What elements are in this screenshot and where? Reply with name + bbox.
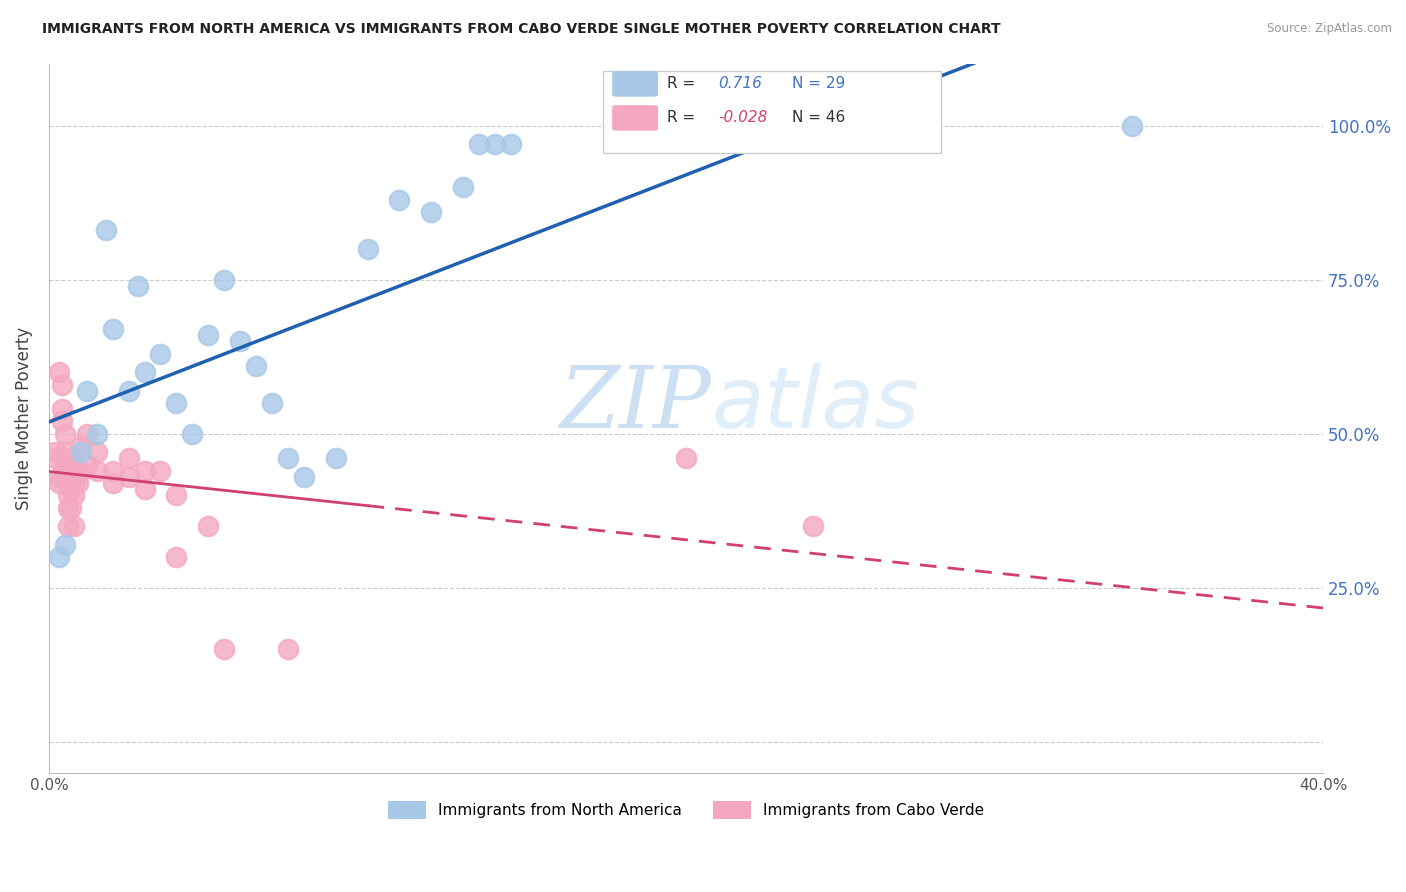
Point — [51, 415, 73, 429]
Point — [76, 426, 98, 441]
Point — [63, 519, 86, 533]
Point — [96, 223, 118, 237]
Point — [60, 483, 83, 497]
Point — [48, 476, 70, 491]
Point — [356, 242, 378, 256]
Legend: Immigrants from North America, Immigrants from Cabo Verde: Immigrants from North America, Immigrant… — [382, 795, 990, 825]
Point — [197, 519, 219, 533]
Point — [53, 458, 76, 472]
Point — [69, 464, 91, 478]
Text: R =: R = — [666, 77, 700, 91]
Point — [134, 483, 156, 497]
FancyBboxPatch shape — [612, 105, 658, 130]
Point — [803, 519, 825, 533]
Point — [149, 464, 172, 478]
Point — [53, 464, 76, 478]
Point — [48, 549, 70, 564]
Point — [197, 328, 219, 343]
Point — [69, 445, 91, 459]
Point — [86, 445, 108, 459]
Point — [66, 476, 89, 491]
Point — [60, 500, 83, 515]
Point — [86, 426, 108, 441]
Point — [56, 500, 79, 515]
Point — [60, 470, 83, 484]
Text: N = 46: N = 46 — [792, 111, 845, 126]
FancyBboxPatch shape — [603, 71, 941, 153]
Point — [277, 451, 299, 466]
Point — [66, 464, 89, 478]
Point — [165, 488, 187, 502]
Point — [675, 451, 697, 466]
Text: ZIP: ZIP — [560, 363, 711, 446]
Point — [101, 322, 124, 336]
Point — [101, 464, 124, 478]
Point — [245, 359, 267, 373]
Point — [388, 193, 411, 207]
Point — [48, 470, 70, 484]
Point — [1121, 119, 1143, 133]
Point — [56, 519, 79, 533]
Point — [127, 279, 149, 293]
Point — [63, 476, 86, 491]
Point — [325, 451, 347, 466]
Point — [212, 642, 235, 657]
Point — [468, 137, 491, 152]
Point — [63, 488, 86, 502]
Point — [76, 458, 98, 472]
Point — [48, 365, 70, 379]
Point — [212, 273, 235, 287]
Point — [165, 549, 187, 564]
Point — [451, 180, 474, 194]
Point — [53, 538, 76, 552]
Point — [76, 384, 98, 398]
Point — [44, 445, 66, 459]
Text: atlas: atlas — [711, 363, 920, 446]
Point — [60, 451, 83, 466]
Text: IMMIGRANTS FROM NORTH AMERICA VS IMMIGRANTS FROM CABO VERDE SINGLE MOTHER POVERT: IMMIGRANTS FROM NORTH AMERICA VS IMMIGRA… — [42, 22, 1001, 37]
Point — [56, 488, 79, 502]
Point — [165, 396, 187, 410]
Point — [134, 365, 156, 379]
Point — [260, 396, 283, 410]
Point — [51, 402, 73, 417]
Point — [484, 137, 506, 152]
Point — [44, 451, 66, 466]
Point — [499, 137, 522, 152]
Point — [420, 205, 443, 219]
Point — [86, 464, 108, 478]
Point — [53, 426, 76, 441]
Text: Source: ZipAtlas.com: Source: ZipAtlas.com — [1267, 22, 1392, 36]
Point — [134, 464, 156, 478]
Point — [229, 334, 252, 349]
Point — [149, 347, 172, 361]
Y-axis label: Single Mother Poverty: Single Mother Poverty — [15, 326, 32, 510]
Point — [51, 377, 73, 392]
Point — [63, 458, 86, 472]
Text: 0.716: 0.716 — [718, 77, 762, 91]
Text: -0.028: -0.028 — [718, 111, 768, 126]
Point — [277, 642, 299, 657]
Point — [101, 476, 124, 491]
Point — [69, 439, 91, 453]
Point — [53, 445, 76, 459]
Point — [117, 470, 139, 484]
Point — [56, 476, 79, 491]
Point — [117, 384, 139, 398]
Point — [181, 426, 204, 441]
Point — [292, 470, 315, 484]
FancyBboxPatch shape — [612, 71, 658, 96]
Point — [117, 451, 139, 466]
Text: R =: R = — [666, 111, 700, 126]
Text: N = 29: N = 29 — [792, 77, 845, 91]
